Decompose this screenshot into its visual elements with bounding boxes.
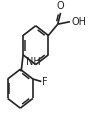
Text: NH: NH: [26, 57, 41, 67]
Text: O: O: [57, 1, 64, 11]
Text: OH: OH: [72, 17, 87, 27]
Text: F: F: [42, 77, 48, 86]
